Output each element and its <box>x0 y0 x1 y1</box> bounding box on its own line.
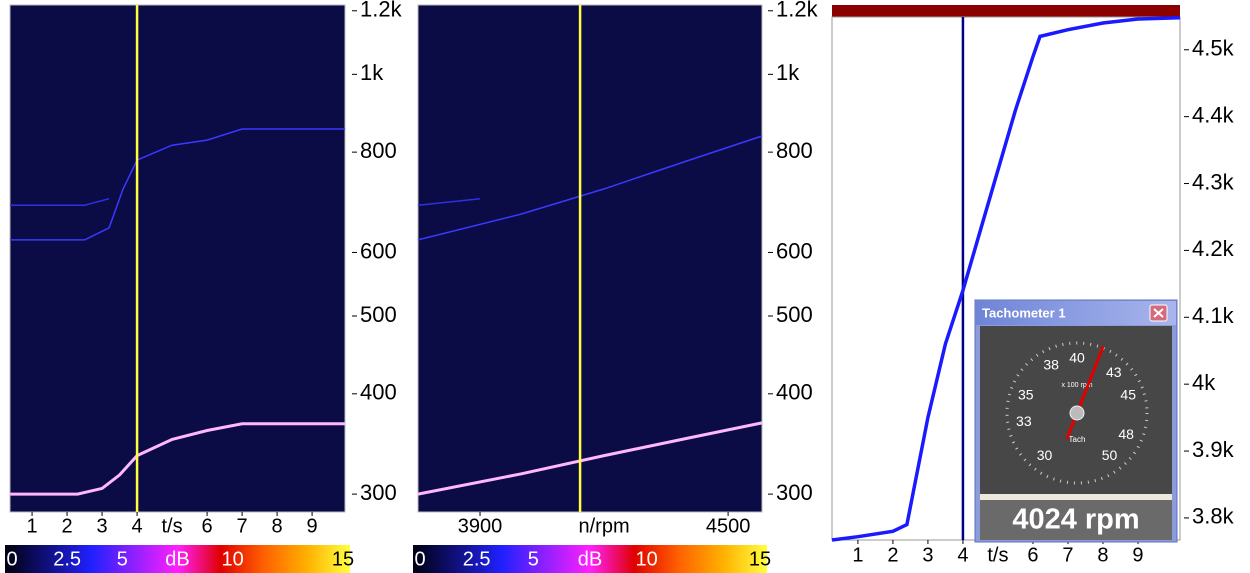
x-tick-label: 2 <box>887 544 898 566</box>
dial-label: 35 <box>1018 387 1034 403</box>
dial-label-text: Tach <box>1069 435 1086 444</box>
colorbar-label: dB <box>165 548 189 570</box>
colorbar-tick-label: 10 <box>636 548 658 570</box>
x-tick-label: 4500 <box>706 515 751 537</box>
colorbar-tick-label: 0 <box>414 548 425 570</box>
y-tick-label: 400 <box>360 380 397 405</box>
y-tick-label: 4k <box>1192 370 1216 395</box>
y-tick-label: 800 <box>776 138 813 163</box>
y-tick-label: 500 <box>360 302 397 327</box>
colorbar-tick-label: 2.5 <box>53 548 81 570</box>
x-tick-label: 7 <box>1062 544 1073 566</box>
dial-unit: x 100 rpm <box>1061 382 1092 389</box>
colorbar-tick-label: 10 <box>222 548 244 570</box>
x-tick-label: 4 <box>132 515 143 537</box>
x-tick-label: 1 <box>852 544 863 566</box>
y-tick-label: 800 <box>360 138 397 163</box>
y-tick-label: 1.2k <box>776 0 819 22</box>
x-tick-label: 6 <box>1027 544 1038 566</box>
dial-label: 38 <box>1043 356 1059 372</box>
x-tick-label: 6 <box>202 515 213 537</box>
colorbar-tick-label: 2.5 <box>463 548 491 570</box>
needle-hub <box>1069 405 1085 421</box>
order-trace <box>10 197 110 206</box>
dial-label: 43 <box>1106 364 1122 380</box>
x-tick-label: 3 <box>97 515 108 537</box>
dial-label: 50 <box>1102 447 1118 463</box>
x-tick-label: 3900 <box>458 515 503 537</box>
x-tick-label: 8 <box>1097 544 1108 566</box>
dial-label: 33 <box>1016 413 1032 429</box>
y-tick-label: 4.5k <box>1192 36 1235 61</box>
x-tick-label: 4 <box>957 544 968 566</box>
y-tick-label: 4.1k <box>1192 303 1235 328</box>
y-tick-label: 300 <box>776 480 813 505</box>
y-tick-label: 3.9k <box>1192 437 1235 462</box>
dial-label: 30 <box>1037 447 1053 463</box>
dial-label: 40 <box>1069 350 1085 366</box>
y-tick-label: 4.3k <box>1192 169 1235 194</box>
x-tick-label: 9 <box>307 515 318 537</box>
order-trace <box>417 197 481 206</box>
dial-label: 45 <box>1120 387 1136 403</box>
plot-area <box>417 4 763 513</box>
x-axis-label: t/s <box>162 515 183 537</box>
y-tick-label: 1k <box>776 60 800 85</box>
top-band <box>832 5 1180 17</box>
x-tick-label: 1 <box>26 515 37 537</box>
tacho-titlebar <box>976 301 1176 325</box>
y-tick-label: 4.2k <box>1192 236 1235 261</box>
x-tick-label: 9 <box>1132 544 1143 566</box>
colorbar <box>5 545 350 573</box>
y-tick-label: 1.2k <box>360 0 403 22</box>
dial-rim <box>1005 341 1149 485</box>
needle <box>1065 345 1105 440</box>
y-tick-label: 600 <box>776 238 813 263</box>
colorbar <box>413 545 767 573</box>
colorbar-label: dB <box>578 548 602 570</box>
x-tick-label: 3 <box>922 544 933 566</box>
x-tick-label: 8 <box>272 515 283 537</box>
x-tick-label: 2 <box>61 515 72 537</box>
tacho-title: Tachometer 1 <box>982 305 1066 320</box>
y-tick-label: 3.8k <box>1192 504 1235 529</box>
order-trace <box>417 135 763 241</box>
x-axis-label: n/rpm <box>578 515 629 537</box>
y-tick-label: 300 <box>360 480 397 505</box>
colorbar-tick-label: 15 <box>332 548 354 570</box>
colorbar-tick-label: 5 <box>528 548 539 570</box>
readout: 4024 rpm <box>1012 504 1139 536</box>
x-axis-label: t/s <box>987 544 1008 566</box>
readout-band <box>980 494 1172 500</box>
y-tick-label: 600 <box>360 238 397 263</box>
y-tick-label: 500 <box>776 302 813 327</box>
colorbar-tick-label: 15 <box>749 548 771 570</box>
close-icon <box>1153 308 1164 318</box>
order-trace <box>417 421 763 496</box>
plot-area <box>9 4 346 513</box>
x-tick-label: 7 <box>237 515 248 537</box>
y-tick-label: 400 <box>776 380 813 405</box>
readout-panel <box>980 500 1172 540</box>
y-tick-label: 1k <box>360 60 384 85</box>
colorbar-tick-label: 0 <box>6 548 17 570</box>
rpm-line <box>831 15 1181 542</box>
dial-label: 48 <box>1118 426 1134 442</box>
y-tick-label: 4.4k <box>1192 102 1235 127</box>
colorbar-tick-label: 5 <box>117 548 128 570</box>
